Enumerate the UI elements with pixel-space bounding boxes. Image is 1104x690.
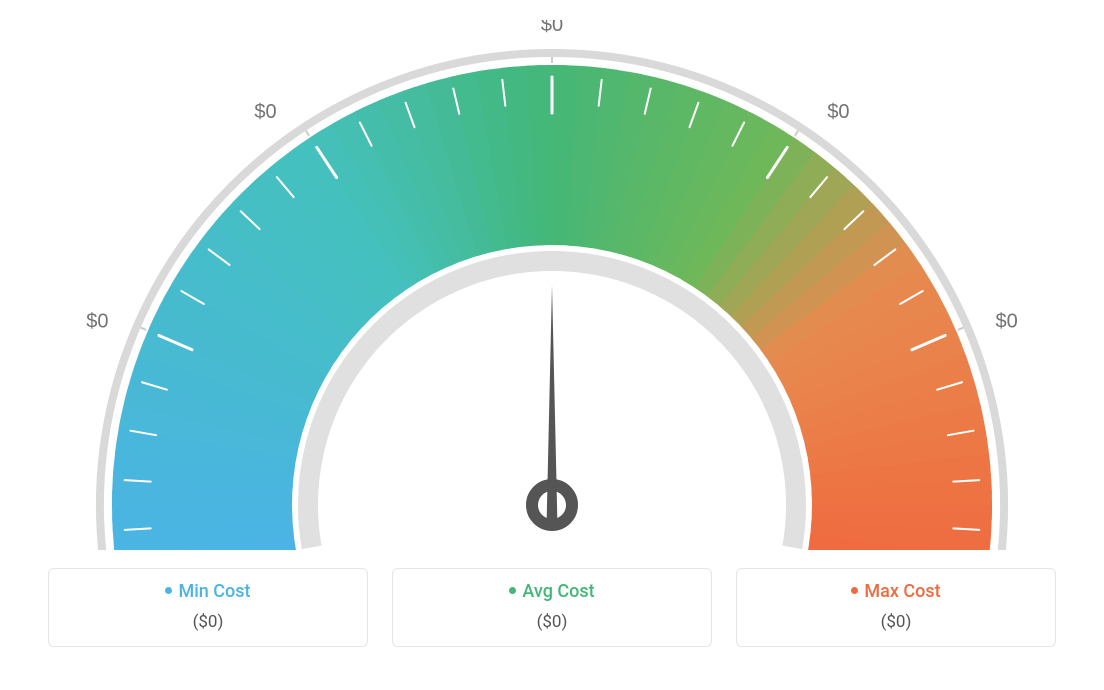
- legend-row: Min Cost ($0) Avg Cost ($0) Max Cost ($0…: [40, 568, 1064, 647]
- legend-value-max: ($0): [753, 612, 1039, 632]
- legend-card-max: Max Cost ($0): [736, 568, 1056, 647]
- legend-card-min: Min Cost ($0): [48, 568, 368, 647]
- legend-label: Avg Cost: [522, 581, 594, 602]
- legend-value-min: ($0): [65, 612, 351, 632]
- dot-icon: [851, 587, 858, 594]
- svg-text:$0: $0: [827, 101, 849, 123]
- dot-icon: [509, 587, 516, 594]
- dot-icon: [165, 587, 172, 594]
- legend-value-avg: ($0): [409, 612, 695, 632]
- svg-text:$0: $0: [995, 310, 1017, 332]
- legend-label: Min Cost: [178, 581, 250, 602]
- gauge-chart: $0$0$0$0$0$0$0: [40, 20, 1064, 550]
- legend-card-avg: Avg Cost ($0): [392, 568, 712, 647]
- legend-title-avg: Avg Cost: [409, 581, 695, 602]
- svg-text:$0: $0: [254, 101, 276, 123]
- cost-gauge-container: $0$0$0$0$0$0$0 Min Cost ($0) Avg Cost ($…: [0, 0, 1104, 690]
- legend-title-min: Min Cost: [65, 581, 351, 602]
- legend-label: Max Cost: [864, 581, 940, 602]
- svg-text:$0: $0: [86, 310, 108, 332]
- svg-text:$0: $0: [541, 20, 563, 36]
- legend-title-max: Max Cost: [753, 581, 1039, 602]
- gauge-wrapper: $0$0$0$0$0$0$0: [40, 20, 1064, 550]
